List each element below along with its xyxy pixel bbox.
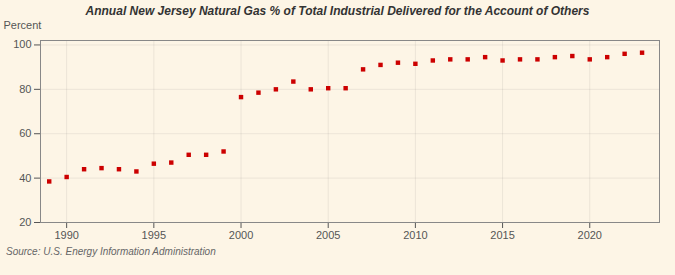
svg-text:1995: 1995	[142, 229, 166, 241]
svg-text:40: 40	[19, 172, 31, 184]
svg-text:2000: 2000	[229, 229, 253, 241]
svg-text:2020: 2020	[578, 229, 602, 241]
svg-text:1990: 1990	[54, 229, 78, 241]
svg-text:100: 100	[13, 38, 31, 50]
svg-text:80: 80	[19, 83, 31, 95]
svg-text:Percent: Percent	[4, 19, 42, 31]
html-text:Source: U.S. Energy Informatio: Source: U.S. Energy Information Administ…	[6, 246, 216, 257]
html-text:Annual New Jersey Natural Gas: Annual New Jersey Natural Gas % of Total…	[85, 4, 590, 18]
svg-text:60: 60	[19, 127, 31, 139]
svg-text:2010: 2010	[403, 229, 427, 241]
svg-text:2015: 2015	[490, 229, 514, 241]
svg-text:20: 20	[19, 216, 31, 228]
svg-text:2005: 2005	[316, 229, 340, 241]
